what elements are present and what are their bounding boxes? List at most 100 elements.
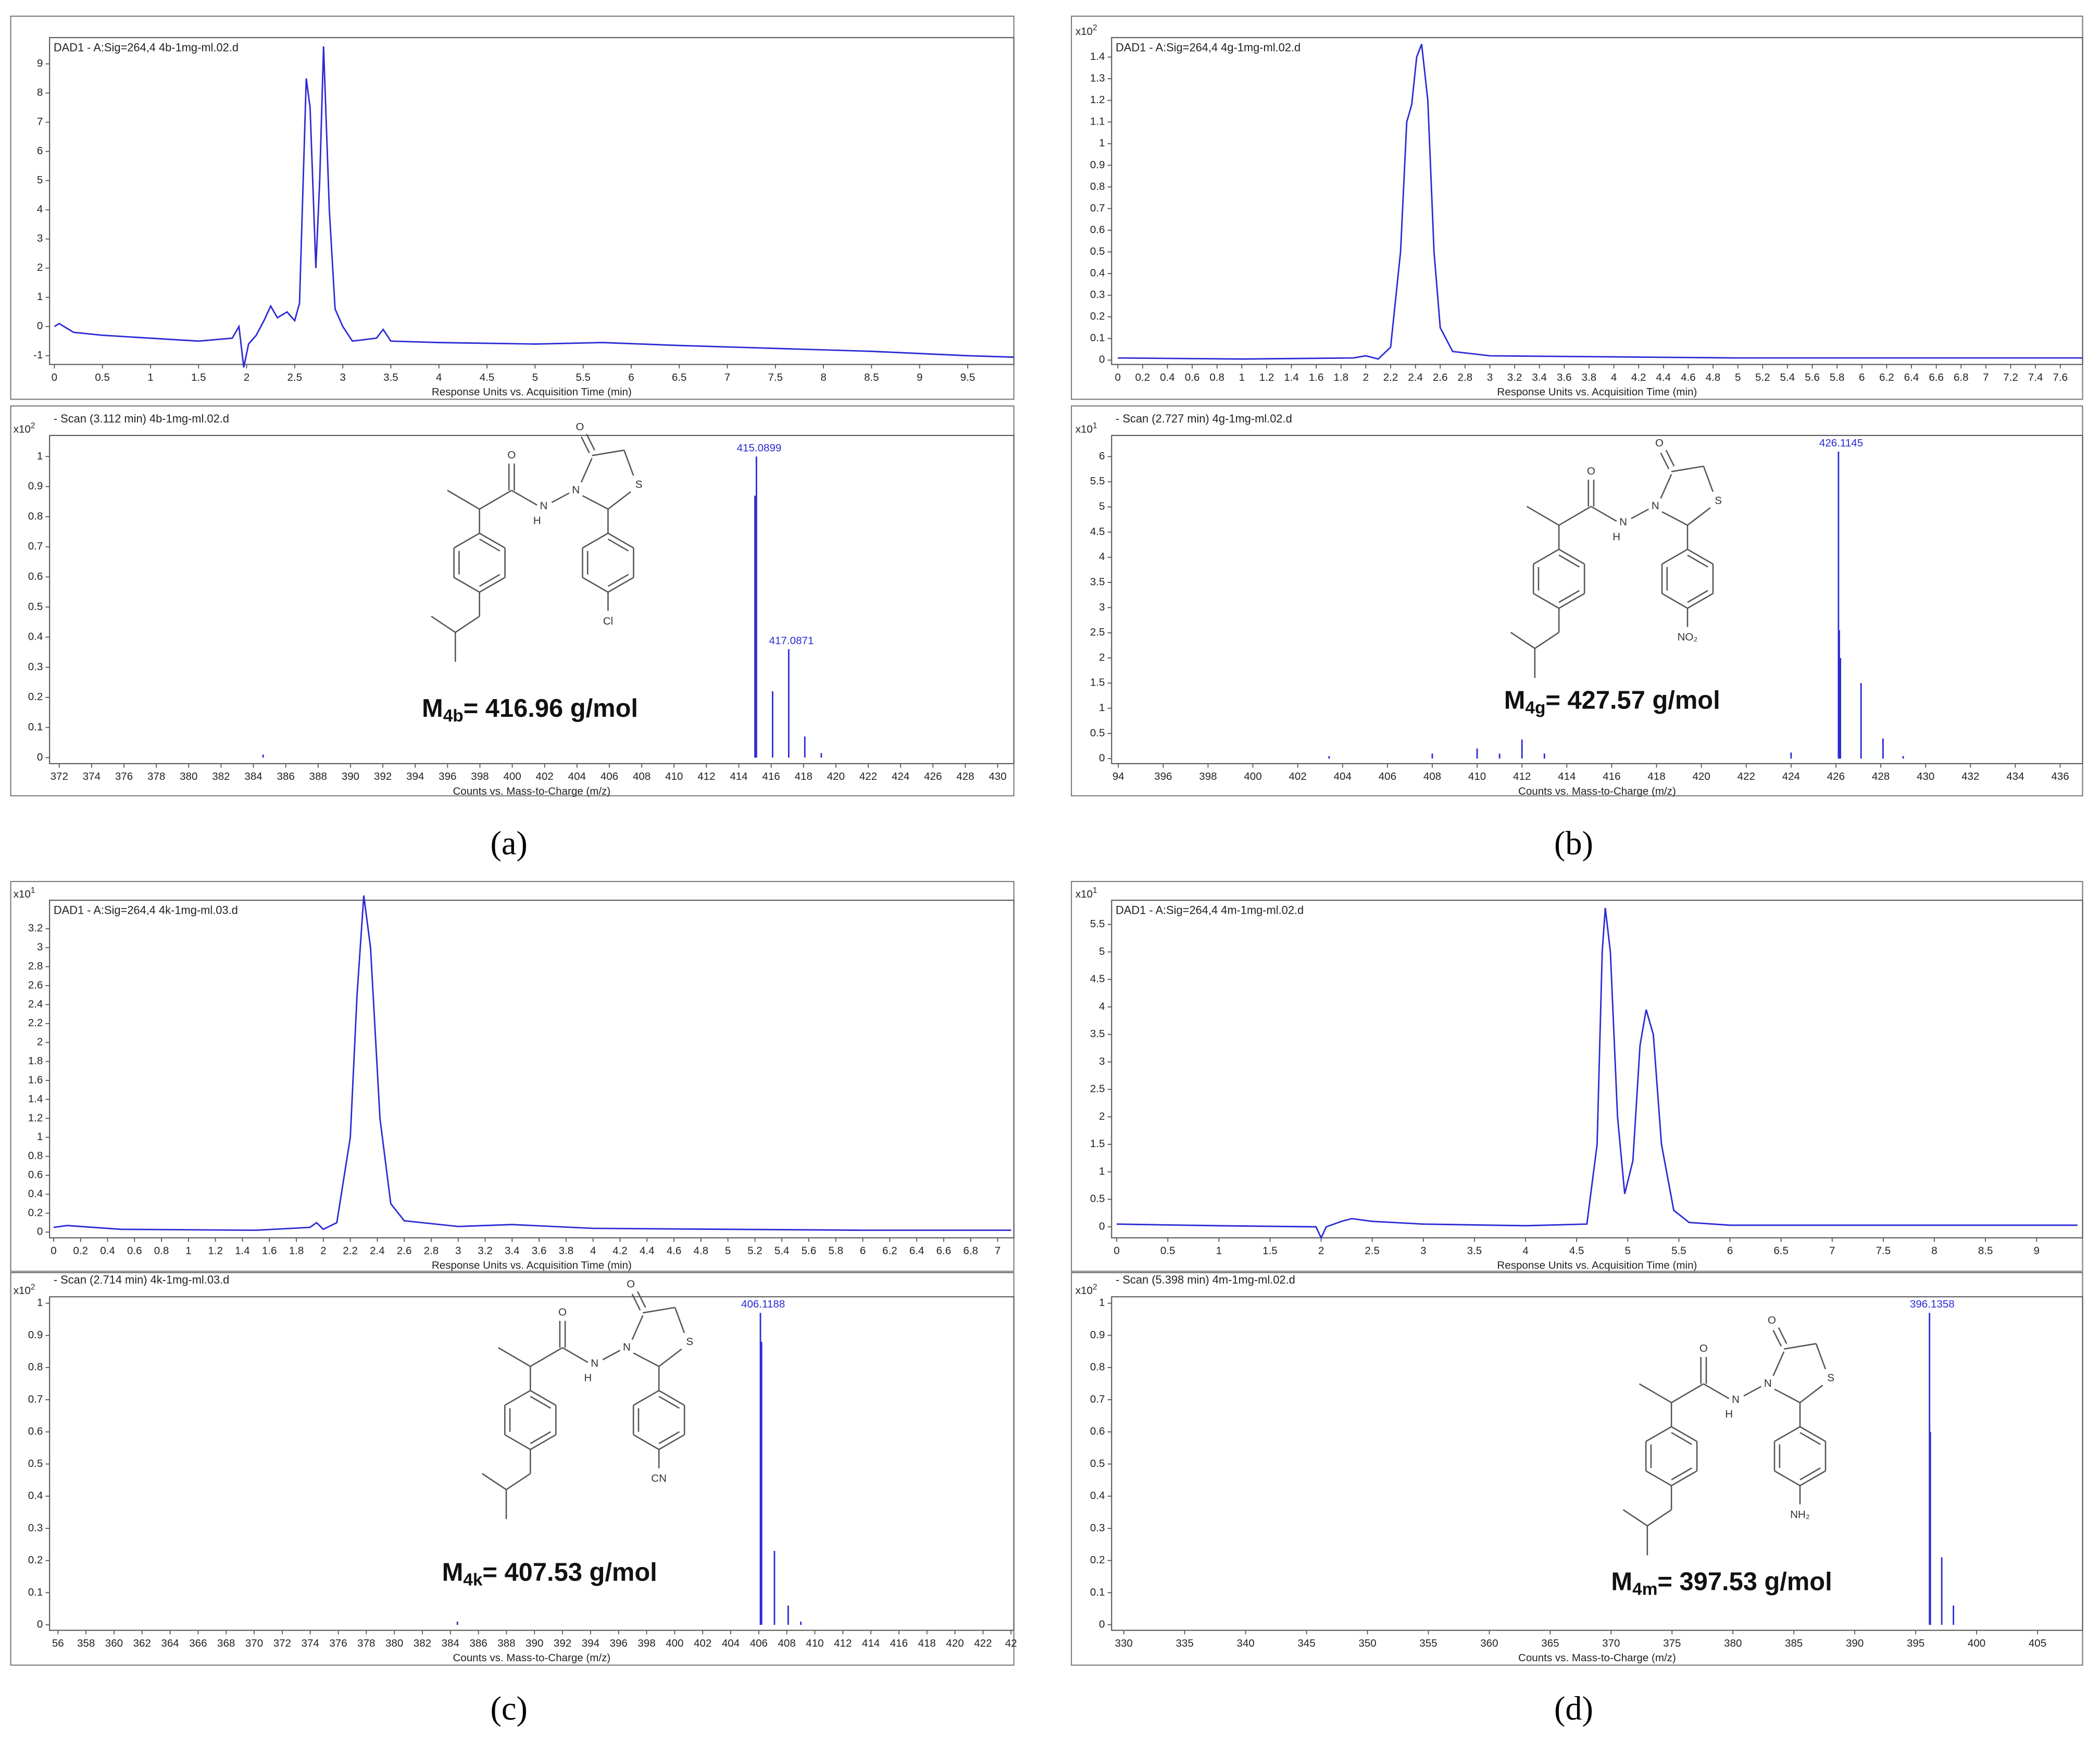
x-tick-label: 2.8 [424, 1245, 439, 1256]
x-tick-label: 2.5 [1365, 1245, 1380, 1256]
y-tick-label: 0.5 [1090, 1193, 1105, 1205]
chart-title: DAD1 - A:Sig=264,4 4m-1mg-ml.02.d [1116, 904, 1304, 917]
x-tick-label: 398 [1199, 770, 1217, 782]
x-tick-label: 0.2 [1135, 371, 1151, 383]
atom-label: H [584, 1372, 592, 1384]
x-tick-label: 396 [1154, 770, 1172, 782]
bond [1671, 1470, 1697, 1487]
molar-mass-subscript: 4g [1525, 698, 1545, 717]
x-tick-label: 1.2 [1259, 371, 1274, 383]
x-tick-label: 0.8 [154, 1245, 169, 1256]
y-tick-label: 0.9 [1090, 1329, 1105, 1341]
chart-title: DAD1 - A:Sig=264,4 4b-1mg-ml.02.d [54, 41, 239, 54]
bond [633, 1352, 659, 1367]
x-tick-label: 8 [820, 371, 826, 383]
bond [1774, 1388, 1801, 1403]
y-multiplier-base: x10 [14, 424, 31, 436]
x-tick-label: 422 [1738, 770, 1755, 782]
atom-label: N [572, 484, 580, 496]
atom-label: S [635, 478, 643, 490]
substituent-label: Cl [603, 615, 613, 627]
peak-label: 406.1188 [741, 1298, 785, 1310]
y-tick-label: 3.5 [1090, 1028, 1105, 1040]
y-tick-label: 2.5 [1090, 626, 1105, 638]
x-tick-label: 0.5 [1160, 1245, 1176, 1256]
x-tick-label: 1.2 [208, 1245, 223, 1256]
y-tick-label: 5 [37, 174, 43, 186]
atom-label: O [576, 421, 584, 433]
bond [658, 1434, 685, 1450]
x-tick-label: 7.2 [2003, 371, 2018, 383]
x-tick-label: 0 [1115, 371, 1120, 383]
x-tick-label: 406 [601, 770, 618, 782]
bond [1645, 1470, 1672, 1487]
y-multiplier: x102 [14, 421, 35, 436]
x-tick-label: 374 [83, 770, 101, 782]
trace-line [54, 46, 1014, 368]
peak-label: 426.1145 [1819, 437, 1863, 449]
atom-label: S [1715, 494, 1722, 506]
y-tick-label: 0.9 [1090, 159, 1105, 171]
bond [1558, 590, 1580, 603]
y-tick-label: 0.5 [28, 1458, 43, 1470]
atom-label: H [1613, 531, 1620, 543]
bond [582, 495, 609, 510]
y-tick-label: 0.7 [1090, 202, 1105, 214]
y-tick-label: 1 [37, 291, 43, 303]
y-tick-label: 2.4 [28, 998, 43, 1010]
x-tick-label: 388 [309, 770, 327, 782]
x-tick-label: 2.5 [288, 371, 303, 383]
y-tick-label: 1.5 [1090, 677, 1105, 689]
chart: - Scan (3.112 min) 4b-1mg-ml.02.d Counts … [10, 405, 1015, 797]
bond [504, 1434, 531, 1450]
substituent-label: NH₂ [1790, 1509, 1810, 1521]
x-tick-label: 3.6 [532, 1245, 547, 1256]
y-tick-label: 0.6 [1090, 223, 1105, 235]
bond [1645, 1426, 1672, 1442]
y-tick-label: 0.3 [28, 661, 43, 673]
x-tick-label: 398 [471, 770, 489, 782]
y-tick-label: 1.6 [28, 1074, 43, 1086]
trace-line [1117, 907, 2078, 1240]
plot-area [1111, 1296, 2083, 1631]
y-tick-label: 0.3 [1090, 289, 1105, 301]
bond [1772, 1330, 1782, 1347]
bond [453, 577, 480, 593]
chart: DAD1 - A:Sig=264,4 4g-1mg-ml.02.d Respons… [1071, 16, 2083, 400]
x-tick-label: 372 [273, 1637, 291, 1649]
bond [1778, 1327, 1788, 1344]
y-multiplier-base: x10 [1076, 1285, 1093, 1297]
x-axis-label: Counts vs. Mass-to-Charge (m/z) [1518, 1652, 1676, 1664]
y-tick-label: 0.8 [1090, 180, 1105, 192]
bond [453, 532, 480, 549]
x-tick-label: 9 [917, 371, 922, 383]
bond [582, 577, 609, 593]
x-tick-label: 330 [1115, 1637, 1133, 1649]
bond [607, 532, 634, 549]
x-tick-label: 2.6 [397, 1245, 412, 1256]
x-tick-label: 376 [329, 1637, 347, 1649]
bond [582, 532, 609, 549]
bond [455, 615, 480, 633]
x-tick-label: 410 [1468, 770, 1486, 782]
y-tick-label: 2 [1099, 651, 1105, 663]
y-multiplier-exponent: 1 [31, 886, 35, 895]
atom-label: O [1655, 437, 1664, 449]
x-axis-label: Response Units vs. Acquisition Time (min… [432, 386, 632, 398]
y-tick-label: 0.5 [1090, 1458, 1105, 1470]
bond [607, 538, 629, 552]
x-tick-label: 380 [385, 1637, 403, 1649]
bond [1687, 549, 1714, 565]
y-tick-label: 0.5 [1090, 727, 1105, 739]
y-multiplier: x102 [14, 1283, 35, 1297]
bond [1671, 465, 1704, 472]
y-tick-label: 0.8 [28, 1150, 43, 1162]
x-tick-label: 362 [133, 1637, 151, 1649]
x-tick-label: 390 [342, 770, 359, 782]
x-tick-label: 4.8 [694, 1245, 709, 1256]
x-tick-label: 1.6 [262, 1245, 277, 1256]
y-tick-label: 5 [1099, 945, 1105, 957]
x-tick-label: 6.2 [882, 1245, 897, 1256]
x-tick-label: 2.6 [1433, 371, 1448, 383]
